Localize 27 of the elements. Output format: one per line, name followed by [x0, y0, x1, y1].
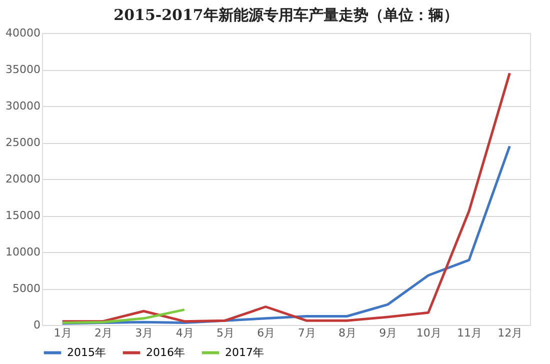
y-tick-label: 40000: [6, 26, 40, 40]
x-tick-label: 7月: [298, 326, 316, 340]
y-tick-label: 30000: [6, 100, 40, 112]
x-tick-label: 10月: [416, 326, 442, 340]
x-tick-label: 4月: [176, 326, 194, 340]
line-series: [61, 308, 186, 324]
y-tick-label: 0: [34, 318, 40, 332]
legend-label: 2016年: [146, 346, 185, 359]
x-tick-label: 12月: [498, 326, 523, 340]
y-tick-label: 15000: [6, 209, 40, 222]
y-tick-label: 20000: [6, 172, 40, 186]
x-tick-label: 3月: [135, 326, 154, 340]
x-tick-label: 6月: [257, 326, 276, 340]
x-tick-label: 9月: [379, 326, 398, 340]
x-tick-label: 8月: [338, 326, 356, 340]
y-tick-label: 25000: [6, 136, 40, 149]
x-tick-label: 1月: [54, 326, 72, 340]
chart-title: 2015-2017年新能源专用车产量走势（单位：辆）: [114, 6, 458, 24]
line-series: [61, 72, 511, 323]
y-tick-label: 5000: [12, 282, 40, 295]
x-tick-label: 5月: [216, 326, 234, 340]
legend-label: 2015年: [67, 346, 106, 359]
x-tick-label: 11月: [457, 326, 482, 340]
legend-label: 2017年: [225, 346, 264, 359]
x-tick-label: 2月: [94, 326, 112, 340]
y-tick-label: 35000: [6, 63, 40, 76]
y-tick-label: 10000: [6, 246, 40, 258]
